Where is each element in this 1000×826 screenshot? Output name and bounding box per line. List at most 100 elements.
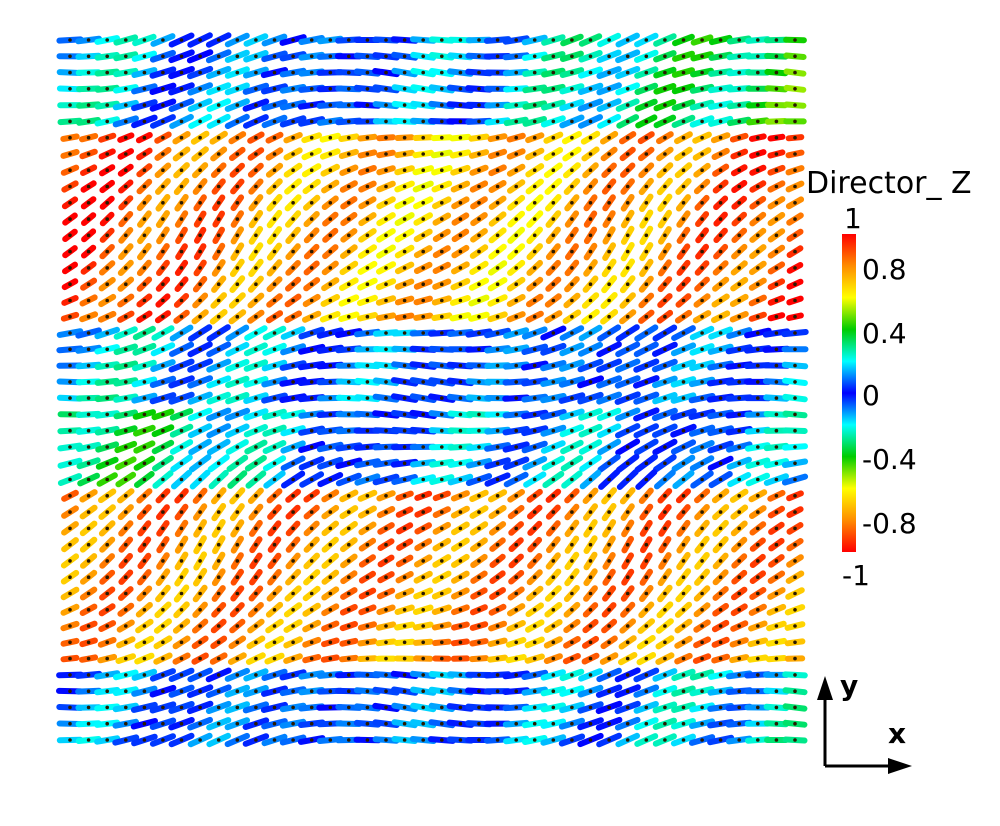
glyph-center-dot	[86, 70, 91, 75]
glyph-center-dot	[663, 233, 667, 238]
glyph-center-dot	[551, 298, 556, 303]
glyph-center-dot	[347, 249, 351, 254]
glyph-center-dot	[774, 347, 779, 352]
glyph-center-dot	[514, 233, 518, 238]
glyph-center-dot	[551, 201, 556, 205]
glyph-center-dot	[644, 135, 649, 140]
glyph-center-dot	[347, 380, 351, 384]
glyph-center-dot	[532, 119, 537, 124]
glyph-center-dot	[644, 266, 649, 270]
glyph-center-dot	[477, 380, 481, 384]
glyph-center-dot	[440, 412, 444, 417]
glyph-center-dot	[477, 70, 481, 75]
glyph-center-dot	[700, 54, 704, 59]
glyph-center-dot	[235, 314, 240, 319]
glyph-center-dot	[495, 347, 500, 352]
glyph-center-dot	[198, 135, 202, 140]
glyph-center-dot	[105, 331, 109, 335]
glyph-center-dot	[774, 266, 779, 270]
glyph-center-dot	[625, 152, 630, 156]
glyph-center-dot	[793, 135, 797, 140]
glyph-center-dot	[161, 396, 165, 400]
glyph-center-dot	[514, 184, 518, 189]
glyph-center-dot	[216, 54, 221, 59]
glyph-center-dot	[681, 314, 686, 319]
glyph-center-dot	[607, 249, 611, 254]
glyph-center-dot	[86, 184, 91, 189]
glyph-center-dot	[477, 331, 481, 335]
glyph-center-dot	[718, 168, 723, 172]
glyph-center-dot	[495, 396, 500, 400]
glyph-center-dot	[514, 331, 518, 335]
glyph-center-dot	[588, 152, 593, 156]
glyph-center-dot	[607, 266, 611, 270]
glyph-center-dot	[644, 87, 649, 91]
glyph-center-dot	[161, 54, 165, 59]
glyph-center-dot	[198, 87, 202, 91]
glyph-center-dot	[216, 331, 221, 335]
glyph-center-dot	[347, 347, 351, 352]
glyph-center-dot	[681, 266, 686, 270]
glyph-center-dot	[402, 347, 407, 352]
glyph-center-dot	[384, 217, 388, 221]
glyph-center-dot	[495, 54, 500, 59]
glyph-center-dot	[551, 314, 556, 319]
glyph-center-dot	[68, 87, 72, 91]
glyph-center-dot	[384, 135, 388, 140]
glyph-center-dot	[495, 168, 500, 172]
glyph-center-dot	[272, 363, 277, 368]
glyph-center-dot	[718, 135, 723, 140]
glyph-center-dot	[588, 87, 593, 91]
glyph-center-dot	[663, 380, 667, 384]
glyph-center-dot	[625, 135, 630, 140]
glyph-center-dot	[86, 282, 91, 287]
glyph-center-dot	[681, 103, 686, 107]
glyph-center-dot	[198, 168, 202, 172]
glyph-center-dot	[328, 298, 333, 303]
glyph-center-dot	[235, 54, 240, 59]
glyph-center-dot	[291, 314, 295, 319]
glyph-center-dot	[161, 87, 165, 91]
glyph-center-dot	[68, 331, 72, 335]
glyph-center-dot	[347, 184, 351, 189]
glyph-center-dot	[124, 119, 128, 124]
glyph-center-dot	[551, 119, 556, 124]
glyph-center-dot	[793, 331, 797, 335]
glyph-center-dot	[272, 380, 277, 384]
glyph-center-dot	[793, 38, 797, 42]
glyph-center-dot	[458, 70, 463, 75]
glyph-center-dot	[756, 54, 760, 59]
glyph-center-dot	[681, 380, 686, 384]
glyph-center-dot	[235, 38, 240, 42]
glyph-center-dot	[402, 119, 407, 124]
glyph-center-dot	[700, 103, 704, 107]
glyph-center-dot	[588, 363, 593, 368]
glyph-center-dot	[421, 201, 426, 205]
glyph-center-dot	[756, 168, 760, 172]
glyph-center-dot	[235, 331, 240, 335]
glyph-center-dot	[607, 135, 611, 140]
glyph-center-dot	[625, 217, 630, 221]
glyph-center-dot	[179, 135, 184, 140]
glyph-center-dot	[421, 135, 426, 140]
glyph-center-dot	[737, 54, 741, 59]
glyph-center-dot	[756, 249, 760, 254]
glyph-center-dot	[347, 396, 351, 400]
glyph-center-dot	[737, 314, 741, 319]
glyph-center-dot	[291, 233, 295, 238]
glyph-center-dot	[235, 217, 240, 221]
glyph-center-dot	[644, 380, 649, 384]
glyph-center-dot	[793, 363, 797, 368]
glyph-center-dot	[532, 314, 537, 319]
glyph-center-dot	[254, 70, 258, 75]
glyph-center-dot	[756, 331, 760, 335]
glyph-center-dot	[570, 54, 574, 59]
glyph-center-dot	[440, 103, 444, 107]
glyph-center-dot	[514, 347, 518, 352]
glyph-center-dot	[179, 331, 184, 335]
y-axis-arrowhead	[817, 676, 833, 700]
glyph-center-dot	[607, 331, 611, 335]
glyph-center-dot	[365, 103, 370, 107]
glyph-center-dot	[254, 331, 258, 335]
glyph-center-dot	[440, 184, 444, 189]
